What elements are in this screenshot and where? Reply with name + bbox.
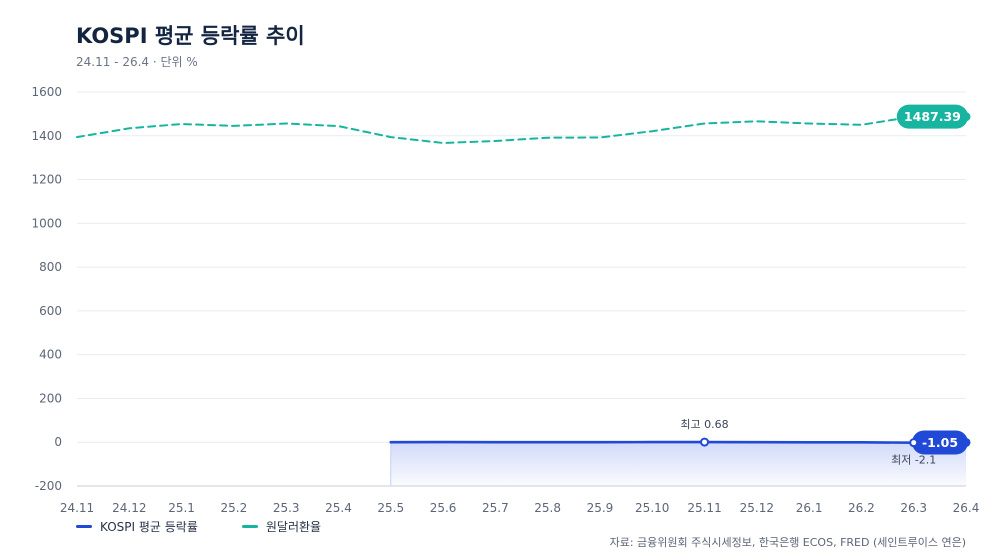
- x-tick-label: 26.4: [953, 501, 980, 515]
- x-tick-label: 25.9: [587, 501, 614, 515]
- x-tick-label: 25.12: [740, 501, 774, 515]
- y-tick-label: 800: [39, 260, 62, 274]
- legend-swatch-exchange-rate: [241, 525, 258, 528]
- y-tick-label: 1400: [31, 129, 62, 143]
- chart-legend: KOSPI 평균 등락률 원달러환율: [76, 518, 321, 535]
- y-tick-label: 600: [39, 304, 62, 318]
- x-tick-label: 25.11: [687, 501, 721, 515]
- series-line-exchange-rate: [76, 115, 967, 144]
- end-value-label: -1.05: [922, 435, 958, 450]
- legend-item-kospi: KOSPI 평균 등락률: [76, 518, 198, 535]
- x-tick-label: 25.10: [635, 501, 669, 515]
- chart-title: KOSPI 평균 등락률 추이: [76, 24, 305, 48]
- x-tick-label: 25.1: [168, 501, 195, 515]
- y-tick-label: 400: [39, 348, 62, 362]
- y-tick-label: 200: [39, 391, 62, 405]
- annotation-label: 최고 0.68: [680, 418, 728, 431]
- y-tick-label: 1600: [31, 85, 62, 99]
- annotation-point: [700, 437, 710, 447]
- chart-subtitle: 24.11 - 26.4 · 단위 %: [76, 55, 198, 69]
- x-tick-label: 25.6: [430, 501, 457, 515]
- end-value-label: 1487.39: [904, 109, 961, 124]
- annotation-label: 최저 -2.1: [891, 454, 936, 467]
- x-tick-label: 26.3: [900, 501, 927, 515]
- legend-label-kospi: KOSPI 평균 등락률: [100, 520, 198, 534]
- y-tick-label: 1000: [31, 216, 62, 230]
- x-tick-label: 26.1: [796, 501, 823, 515]
- y-tick-label: 0: [54, 435, 62, 449]
- x-tick-label: 25.7: [482, 501, 509, 515]
- source-note: 자료: 금융위원회 주식시세정보, 한국은행 ECOS, FRED (세인트루이…: [609, 536, 966, 549]
- legend-label-exchange-rate: 원달러환율: [265, 520, 322, 534]
- annotation-point: [909, 438, 919, 448]
- x-tick-label: 25.5: [377, 501, 404, 515]
- legend-item-exchange-rate: 원달러환율: [241, 518, 322, 535]
- x-tick-label: 25.8: [534, 501, 561, 515]
- legend-swatch-kospi: [76, 525, 92, 528]
- series-area-kospi: [390, 442, 966, 486]
- series-line-kospi: [389, 440, 968, 444]
- y-tick-label: 1200: [31, 173, 62, 187]
- x-tick-label: 24.12: [112, 501, 146, 515]
- end-value-badge: [896, 104, 968, 129]
- x-tick-label: 24.11: [60, 501, 94, 515]
- end-value-badge: [912, 430, 968, 455]
- y-tick-label: -200: [35, 479, 62, 493]
- x-tick-label: 25.2: [221, 501, 248, 515]
- x-tick-label: 25.4: [325, 501, 352, 515]
- x-tick-label: 25.3: [273, 501, 300, 515]
- x-tick-label: 26.2: [848, 501, 875, 515]
